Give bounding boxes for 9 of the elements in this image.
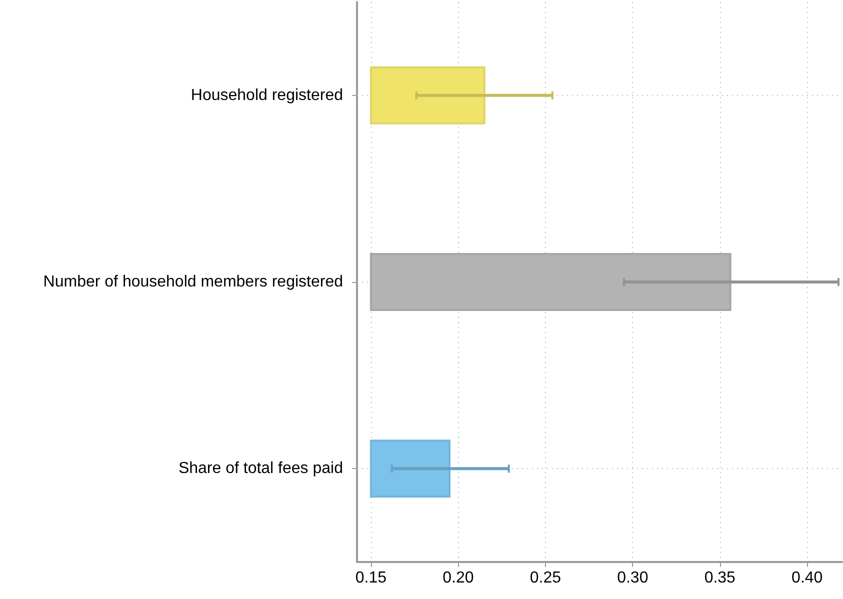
x-tick-label: 0.15 — [355, 570, 387, 586]
x-tick-label: 0.30 — [617, 570, 648, 586]
x-tick-label: 0.20 — [442, 570, 474, 586]
x-tick-label: 0.35 — [704, 570, 736, 586]
x-tick-label: 0.40 — [792, 570, 823, 586]
y-tick-label: Share of total fees paid — [178, 460, 343, 478]
y-tick-label: Number of household members registered — [43, 274, 343, 290]
y-tick-label: Household registered — [190, 86, 343, 104]
x-tick-label: 0.25 — [530, 570, 562, 586]
